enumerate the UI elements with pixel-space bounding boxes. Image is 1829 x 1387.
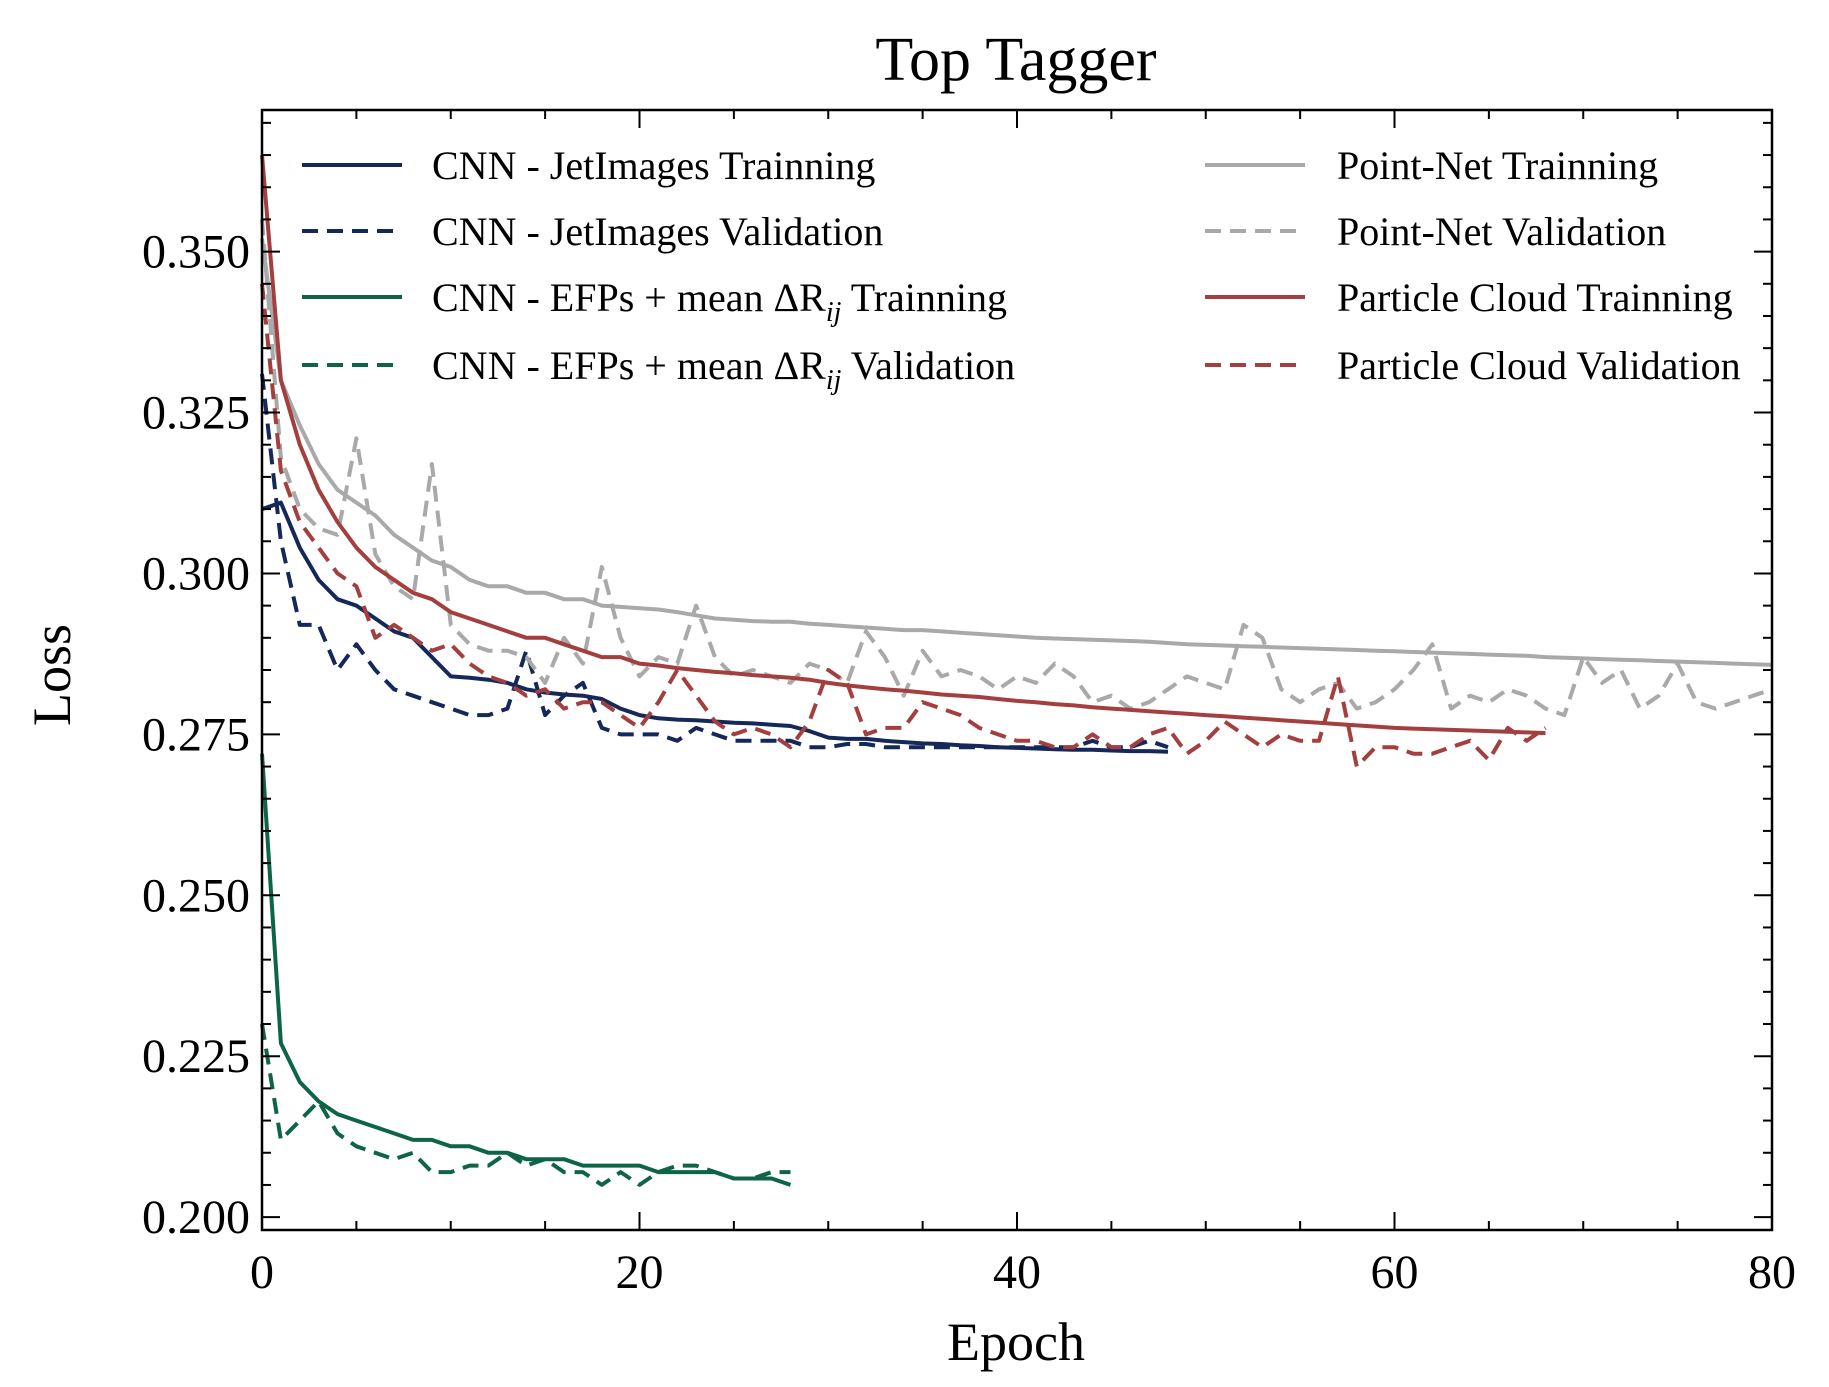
legend: CNN - JetImages Trainning CNN - JetImages…: [302, 125, 1825, 410]
series-layer: [260, 154, 1773, 1187]
y-tick-label: 0.325: [142, 387, 250, 440]
plot-frame: [260, 108, 1774, 1232]
chart-title: Top Tagger: [875, 26, 1157, 94]
y-tick-label: 0.275: [142, 708, 250, 761]
x-tick-label: 60: [1371, 1246, 1419, 1299]
y-tick-label: 0.225: [142, 1030, 250, 1083]
legend-background: [1190, 125, 1825, 410]
y-tick-label: 0.200: [142, 1191, 250, 1244]
legend-label-pointnet-val: Point-Net Validation: [1337, 209, 1666, 254]
y-tick-label: 0.250: [142, 869, 250, 922]
series-line-pointnet-val: [260, 219, 1773, 718]
series-line-cnn-efp-train: [260, 753, 792, 1187]
axis-ticks: 0 20 40 60 80 0.200 0.225 0.250 0.275 0.300 0.325 0…: [142, 110, 1796, 1299]
series-line-pc-train: [260, 154, 1546, 736]
x-tick-label: 20: [616, 1246, 664, 1299]
y-tick-label: 0.350: [142, 226, 250, 279]
legend-label-pc-val: Particle Cloud Validation: [1337, 343, 1741, 388]
legend-label-cnn-jet-train: CNN - JetImages Trainning: [432, 143, 875, 188]
y-axis-label: Loss: [22, 624, 82, 726]
x-tick-label: 80: [1748, 1246, 1796, 1299]
x-tick-label: 0: [250, 1246, 274, 1299]
legend-label-cnn-jet-val: CNN - JetImages Validation: [432, 209, 883, 254]
y-tick-label: 0.300: [142, 547, 250, 600]
series-line-pointnet-train: [260, 238, 1773, 667]
x-tick-label: 40: [993, 1246, 1041, 1299]
legend-label-pc-train: Particle Cloud Trainning: [1337, 275, 1733, 320]
legend-label-cnn-efp-train: CNN - EFPs + mean ΔRij Trainning: [432, 275, 1007, 328]
legend-label-pointnet-train: Point-Net Trainning: [1337, 143, 1658, 188]
legend-label-cnn-efp-val: CNN - EFPs + mean ΔRij Validation: [432, 343, 1015, 396]
series-line-pc-val: [260, 283, 1547, 769]
series-line-cnn-jet-val: [260, 373, 1169, 750]
x-axis-label: Epoch: [947, 1312, 1085, 1372]
